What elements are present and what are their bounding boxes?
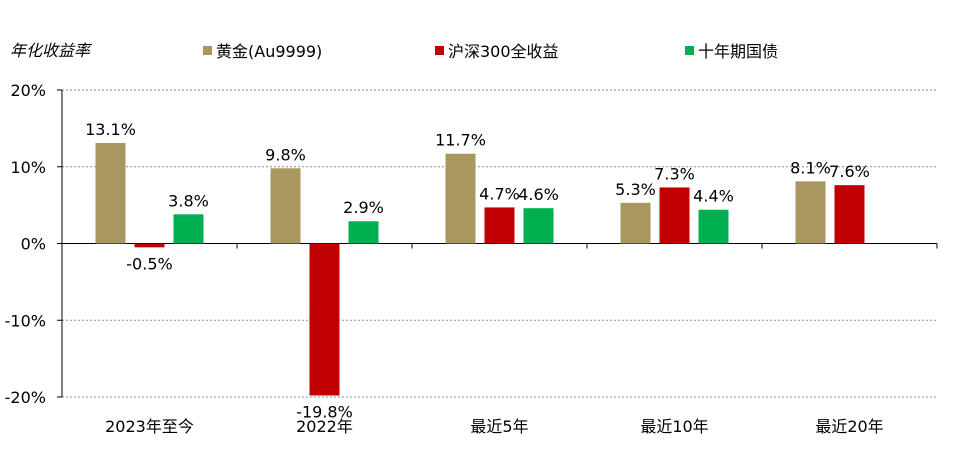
x-tick-label: 2022年 xyxy=(296,417,353,436)
bar xyxy=(134,243,165,248)
bar xyxy=(309,243,340,396)
bar xyxy=(445,153,476,244)
legend-swatch xyxy=(435,46,444,55)
y-tick-label: -20% xyxy=(5,388,46,407)
x-tick-label: 2023年至今 xyxy=(105,417,194,436)
legend-swatch xyxy=(203,46,212,55)
data-label: 9.8% xyxy=(265,145,306,164)
data-label: 4.4% xyxy=(693,187,734,206)
data-label: 7.6% xyxy=(829,162,870,181)
data-label: 2.9% xyxy=(343,198,384,217)
bars xyxy=(95,142,865,396)
bar xyxy=(95,142,126,244)
y-tick-label: 20% xyxy=(10,81,46,100)
data-label: 4.7% xyxy=(479,184,520,203)
data-label: 13.1% xyxy=(85,120,136,139)
legend-label: 黄金(Au9999) xyxy=(216,42,322,61)
data-label: 5.3% xyxy=(615,180,656,199)
data-label: 7.3% xyxy=(654,164,695,183)
gridlines xyxy=(62,89,937,398)
bar xyxy=(348,221,379,244)
data-label: -19.8% xyxy=(296,402,353,421)
legend-label: 十年期国债 xyxy=(698,42,778,61)
data-label: -0.5% xyxy=(126,254,172,273)
bar xyxy=(173,214,204,244)
y-tick-label: 0% xyxy=(21,235,46,254)
bar xyxy=(523,208,554,244)
x-tick-label: 最近5年 xyxy=(470,417,528,436)
data-labels: 13.1% 9.8% 11.7% 5.3% 8.1% -0.5% -19.8% 4.7% 7.3… xyxy=(85,120,870,422)
data-label: 11.7% xyxy=(435,131,486,150)
data-label: 3.8% xyxy=(168,191,209,210)
y-tick-label: -10% xyxy=(5,311,46,330)
legend-label: 沪深300全收益 xyxy=(448,42,559,61)
data-label: 8.1% xyxy=(790,158,831,177)
bar xyxy=(698,209,729,244)
x-tick-label: 最近10年 xyxy=(640,417,708,436)
x-tick-label: 最近20年 xyxy=(815,417,883,436)
data-label: 4.6% xyxy=(518,185,559,204)
bar xyxy=(484,207,515,244)
bar xyxy=(834,185,865,244)
axes: 20% 10% 0% -10% -20% 2023年至今 2022年 最近5年 最近10年 最近2… xyxy=(5,81,938,436)
bar xyxy=(270,168,301,244)
legend: 黄金(Au9999) 沪深300全收益 十年期国债 xyxy=(203,42,778,61)
bar xyxy=(795,181,826,244)
bar xyxy=(620,202,651,244)
legend-swatch xyxy=(685,46,694,55)
y-tick-label: 10% xyxy=(10,158,46,177)
y-axis-label: 年化收益率 xyxy=(10,41,93,60)
bar xyxy=(659,187,690,244)
